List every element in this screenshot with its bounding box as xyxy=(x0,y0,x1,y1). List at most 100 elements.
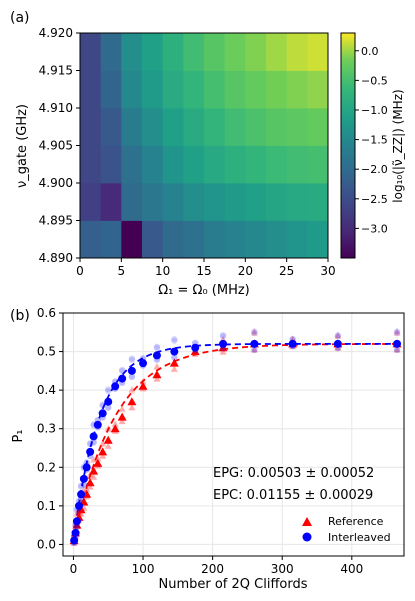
reference-repetition-point xyxy=(83,486,91,493)
rb-x-tick-label: 100 xyxy=(132,562,155,576)
reference-repetition-point xyxy=(104,425,112,433)
interleaved-repetition-point xyxy=(105,387,112,395)
reference-repetition-point xyxy=(99,452,107,459)
heatmap-cell xyxy=(204,183,226,221)
colorbar-tick-label: 0.0 xyxy=(361,45,379,58)
legend-reference-label: Reference xyxy=(328,515,384,528)
heatmap-cell xyxy=(204,220,226,259)
interleaved-point xyxy=(71,528,80,537)
heatmap-cell xyxy=(224,108,246,146)
heatmap-cell xyxy=(142,108,164,146)
heatmap-cell xyxy=(266,108,288,146)
reference-repetition-point xyxy=(86,483,94,490)
heatmap-cell xyxy=(121,33,143,71)
panel-a-label: (a) xyxy=(10,10,30,26)
interleaved-point xyxy=(82,463,91,472)
interleaved-point xyxy=(111,382,120,391)
reference-repetition-point xyxy=(153,363,161,370)
interleaved-repetition-point xyxy=(393,329,401,337)
reference-repetition-point xyxy=(86,471,94,478)
interleaved-point xyxy=(288,339,297,348)
heatmap-cell xyxy=(307,70,329,109)
interleaved-point xyxy=(118,374,127,383)
rb-y-ticks: 0.0 0.1 0.2 0.3 0.4 0.5 0.6 xyxy=(37,306,63,551)
rb-legend: Reference Interleaved xyxy=(302,515,391,544)
reference-point xyxy=(93,458,103,467)
reference-repetition-point xyxy=(99,440,107,448)
reference-point xyxy=(152,370,162,379)
interleaved-repetition-point xyxy=(153,344,161,352)
reference-repetition-point xyxy=(153,375,161,382)
interleaved-repetition-point xyxy=(86,441,94,448)
heatmap-cell xyxy=(307,183,329,221)
heatmap-cell xyxy=(100,108,122,146)
interleaved-repetition-point xyxy=(153,343,161,350)
heatmap-cell xyxy=(245,108,267,146)
interleaved-repetition-point xyxy=(251,328,258,335)
heatmap-cell xyxy=(80,183,102,221)
heatmap-cell xyxy=(245,33,267,71)
reference-repetition-point xyxy=(334,331,342,339)
reference-repetition-point xyxy=(393,329,401,336)
heatmap-cell xyxy=(183,220,205,259)
reference-repetition-point xyxy=(104,424,112,431)
reference-repetition-point xyxy=(250,329,258,336)
reference-repetition-point xyxy=(393,345,401,353)
interleaved-repetition-point xyxy=(251,346,258,354)
interleaved-point xyxy=(70,536,79,545)
heatmap-cell xyxy=(142,183,164,221)
reference-repetition-point xyxy=(118,417,126,424)
heatmap-cell xyxy=(100,70,122,109)
heatmap-x-tick-label: 20 xyxy=(238,264,253,278)
heatmap-y-tick-label: 4.895 xyxy=(39,214,73,228)
interleaved-repetition-point xyxy=(128,373,136,381)
interleaved-repetition-point xyxy=(393,346,401,353)
interleaved-point xyxy=(152,351,161,360)
heatmap-cell xyxy=(121,183,143,221)
reference-point xyxy=(138,381,148,390)
rb-y-tick-label: 0.5 xyxy=(37,345,56,359)
interleaved-point xyxy=(170,347,179,356)
reference-repetition-point xyxy=(393,346,401,353)
interleaved-point xyxy=(98,409,107,418)
interleaved-point xyxy=(139,359,148,368)
panel-a: (a) 0 5 10 15 20 25 30 4.890 4.895 4.900 4.905 4.9… xyxy=(10,10,405,298)
interleaved-repetition-point xyxy=(105,404,112,411)
epc-annotation: EPC: 0.01155 ± 0.00029 xyxy=(213,488,373,503)
reference-point xyxy=(110,424,120,433)
reference-repetition-point xyxy=(94,454,102,462)
reference-repetition-point xyxy=(118,406,126,413)
heatmap-y-tick-label: 4.910 xyxy=(39,101,73,115)
reference-repetition-point xyxy=(86,483,94,490)
reference-repetition-point xyxy=(393,328,401,335)
legend-interleaved-label: Interleaved xyxy=(328,531,391,544)
interleaved-repetition-point xyxy=(128,356,136,364)
heatmap-x-tick-label: 25 xyxy=(279,264,294,278)
reference-repetition-point xyxy=(99,452,107,459)
heatmap-cell xyxy=(162,145,184,184)
reference-point xyxy=(89,466,99,475)
colorbar-tick-label: −3.0 xyxy=(361,222,388,235)
reference-repetition-point xyxy=(153,362,161,369)
colorbar-label: log₁₀(|ν̃_ZZ|) (MHz) xyxy=(391,89,405,202)
interleaved-repetition-point xyxy=(219,332,227,339)
heatmap-cell xyxy=(162,33,184,71)
interleaved-repetition-point xyxy=(90,439,97,446)
interleaved-point xyxy=(127,366,136,375)
heatmap-x-tick-label: 30 xyxy=(320,264,335,278)
reference-repetition-point xyxy=(128,385,136,393)
heatmap-cell xyxy=(307,33,329,71)
rb-y-tick-label: 0.1 xyxy=(37,499,56,513)
reference-repetition-point xyxy=(104,442,112,449)
interleaved-fit-line xyxy=(73,342,398,536)
reference-repetition-point xyxy=(250,346,258,353)
reference-repetition-point xyxy=(90,473,98,480)
heatmap-cell xyxy=(121,145,143,184)
interleaved-point xyxy=(93,420,102,429)
heatmap-cell xyxy=(162,108,184,146)
heatmap-cell xyxy=(224,220,246,259)
heatmap-y-tick-label: 4.900 xyxy=(39,176,73,190)
interleaved-repetition-point xyxy=(77,483,85,490)
epg-annotation: EPG: 0.00503 ± 0.00052 xyxy=(213,466,374,481)
rb-x-ticks: 0 100 200 300 400 xyxy=(70,556,363,576)
